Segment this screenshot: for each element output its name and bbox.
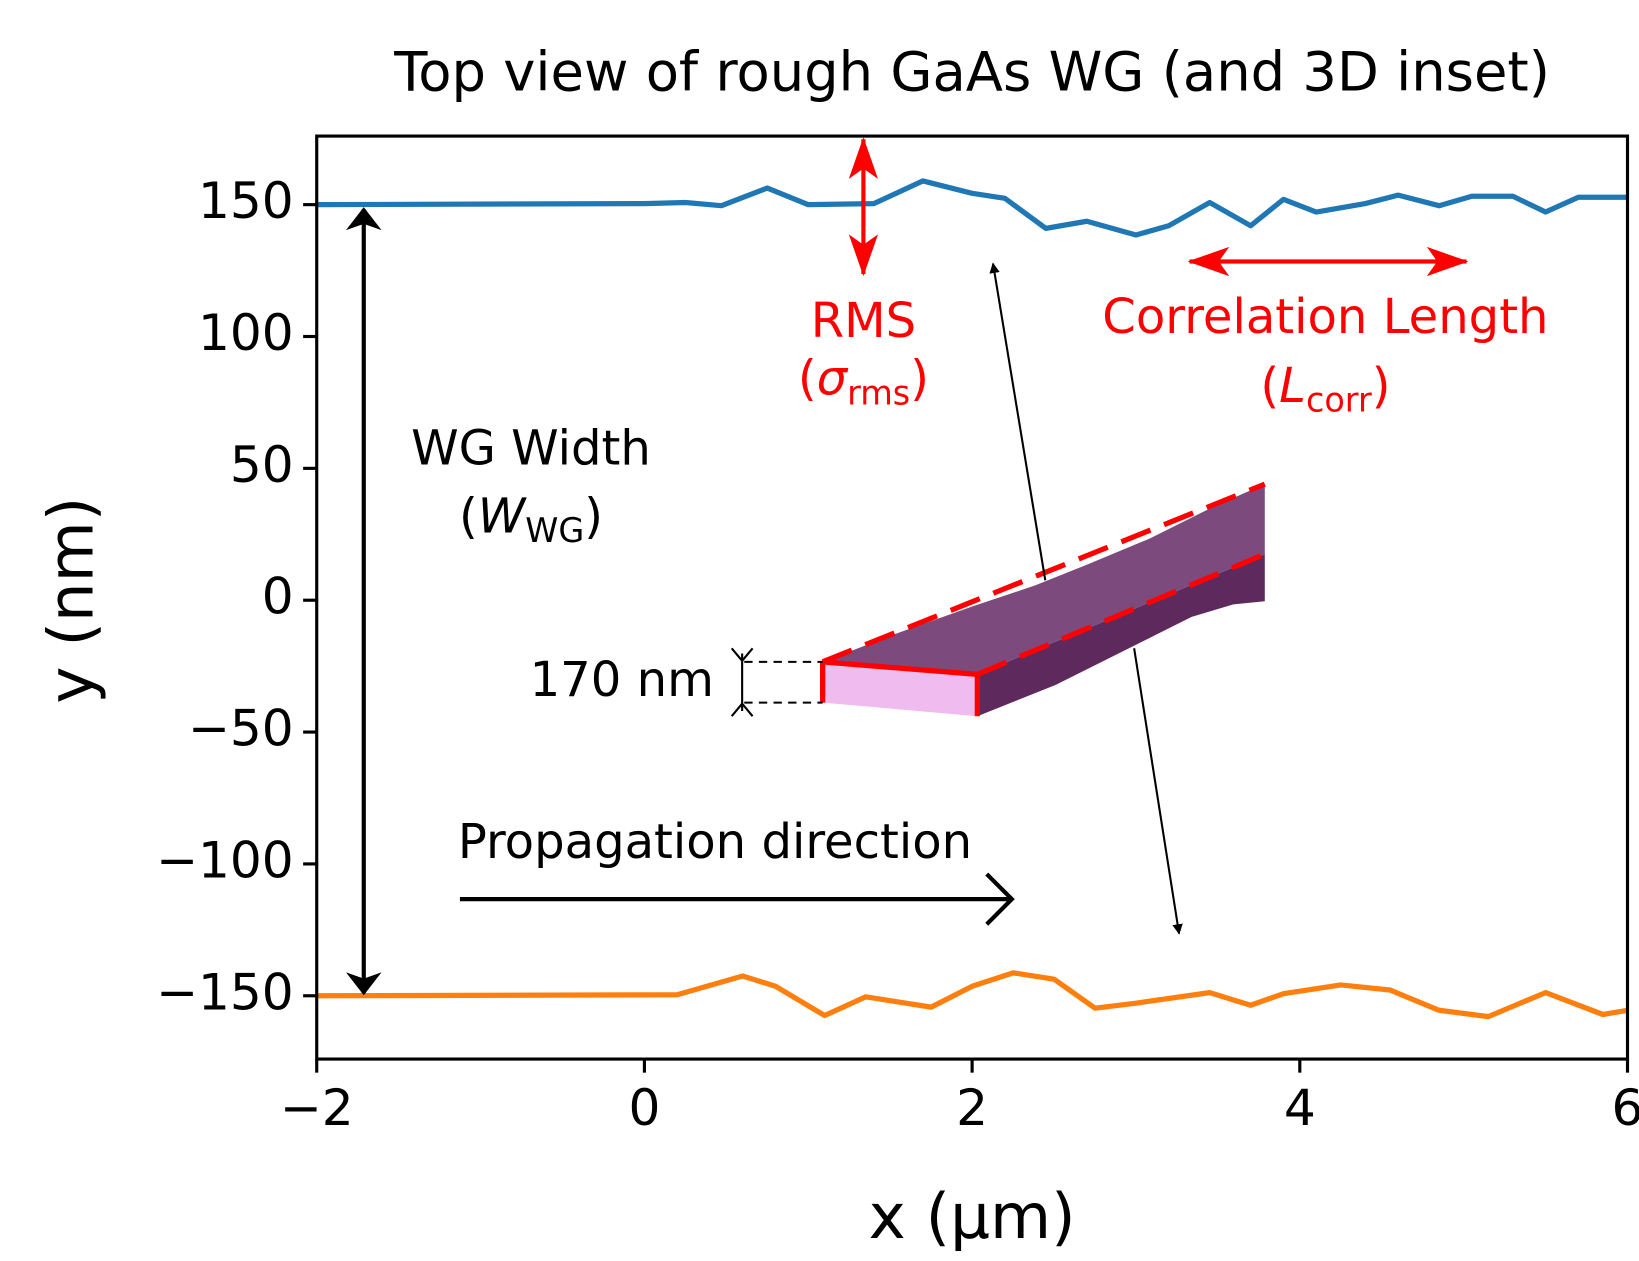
subscript: corr xyxy=(1306,380,1372,419)
subscript: rms xyxy=(847,373,910,412)
y-tick-label: −150 xyxy=(156,962,294,1021)
thickness-label: 170 nm xyxy=(530,652,714,708)
rms-label: RMS xyxy=(811,293,916,349)
paren: ) xyxy=(584,489,603,545)
paren: ) xyxy=(910,351,929,407)
width-symbol: (WWG) xyxy=(459,489,603,550)
series-line xyxy=(316,970,1628,1020)
y-axis-label: y (nm) xyxy=(34,497,107,704)
propagation-arrow xyxy=(459,872,1015,926)
paren: ( xyxy=(798,351,817,407)
paren: ( xyxy=(459,489,478,545)
x-tick-label: 4 xyxy=(1284,1078,1316,1137)
symbol: L xyxy=(1279,358,1306,414)
pointer-arrow xyxy=(989,262,1047,581)
x-tick-label: 0 xyxy=(628,1078,660,1137)
y-tick-label: −50 xyxy=(188,699,294,758)
x-axis-label: x (µm) xyxy=(869,1180,1076,1253)
y-tick-label: 50 xyxy=(230,435,294,494)
x-tick-label: −2 xyxy=(280,1078,354,1137)
paren: ) xyxy=(1372,358,1391,414)
y-tick-label: −100 xyxy=(156,830,294,889)
y-tick-label: 0 xyxy=(262,567,294,626)
x-tick-label: 6 xyxy=(1612,1078,1639,1137)
subscript: WG xyxy=(525,511,584,550)
symbol: W xyxy=(478,489,528,545)
series-line xyxy=(316,178,1628,238)
propagation-label: Propagation direction xyxy=(458,814,972,870)
y-tick-label: 150 xyxy=(198,171,294,230)
x-tick-label: 2 xyxy=(956,1078,988,1137)
correlation-symbol: (Lcorr) xyxy=(1260,358,1390,419)
symbol: σ xyxy=(817,351,849,407)
y-tick-label: 100 xyxy=(198,303,294,362)
chart-title: Top view of rough GaAs WG (and 3D inset) xyxy=(393,41,1550,104)
plot-area xyxy=(316,178,1628,1020)
pointer-arrow xyxy=(1133,648,1183,935)
correlation-label: Correlation Length xyxy=(1102,289,1548,345)
rms-symbol: (σrms) xyxy=(798,351,929,412)
inset-3d-waveguide xyxy=(730,481,1266,717)
width-label: WG Width xyxy=(411,421,651,477)
paren: ( xyxy=(1260,358,1279,414)
axes-frame xyxy=(315,134,1630,1061)
